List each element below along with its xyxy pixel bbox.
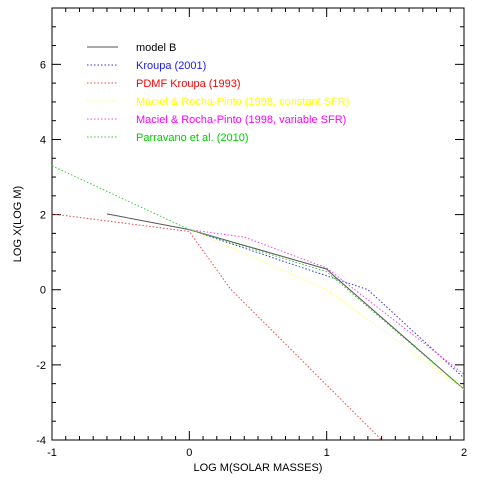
y-tick-label: -4 <box>36 435 46 447</box>
x-axis-title: LOG M(SOLAR MASSES) <box>194 462 323 474</box>
x-tick-label: -1 <box>47 447 57 459</box>
legend-label: PDMF Kroupa (1993) <box>136 78 241 90</box>
series-line <box>189 229 464 379</box>
y-tick-label: 0 <box>40 285 46 297</box>
legend-label: Maciel & Rocha-Pinto (1998, variable SFR… <box>136 114 346 126</box>
series-line <box>106 213 464 390</box>
y-tick-label: 4 <box>40 134 46 146</box>
series-line <box>52 165 464 390</box>
plot-frame <box>51 7 465 441</box>
series-line <box>189 228 464 390</box>
legend-label: model B <box>136 42 176 54</box>
x-tick-label: 0 <box>186 447 192 459</box>
y-tick-label: -2 <box>36 360 46 372</box>
series-layer <box>52 165 464 440</box>
series-line <box>189 229 464 375</box>
series-line <box>52 213 382 440</box>
y-tick-label: 6 <box>40 59 46 71</box>
legend-label: Parravano et al. (2010) <box>136 132 249 144</box>
y-tick-label: 2 <box>40 210 46 222</box>
legend: model B Kroupa (2001) PDMF Kroupa (1993) Ma… <box>87 42 349 144</box>
x-tick-label: 1 <box>324 447 330 459</box>
axis-ticks: -1 0 1 2 -4 -2 0 2 4 6 <box>36 7 467 459</box>
legend-label: Kroupa (2001) <box>136 60 206 72</box>
legend-label: Maciel & Rocha-Pinto (1998, constant SFR… <box>136 96 349 108</box>
x-tick-label: 2 <box>461 447 467 459</box>
y-axis-title: LOG X(LOG M) <box>12 186 24 262</box>
